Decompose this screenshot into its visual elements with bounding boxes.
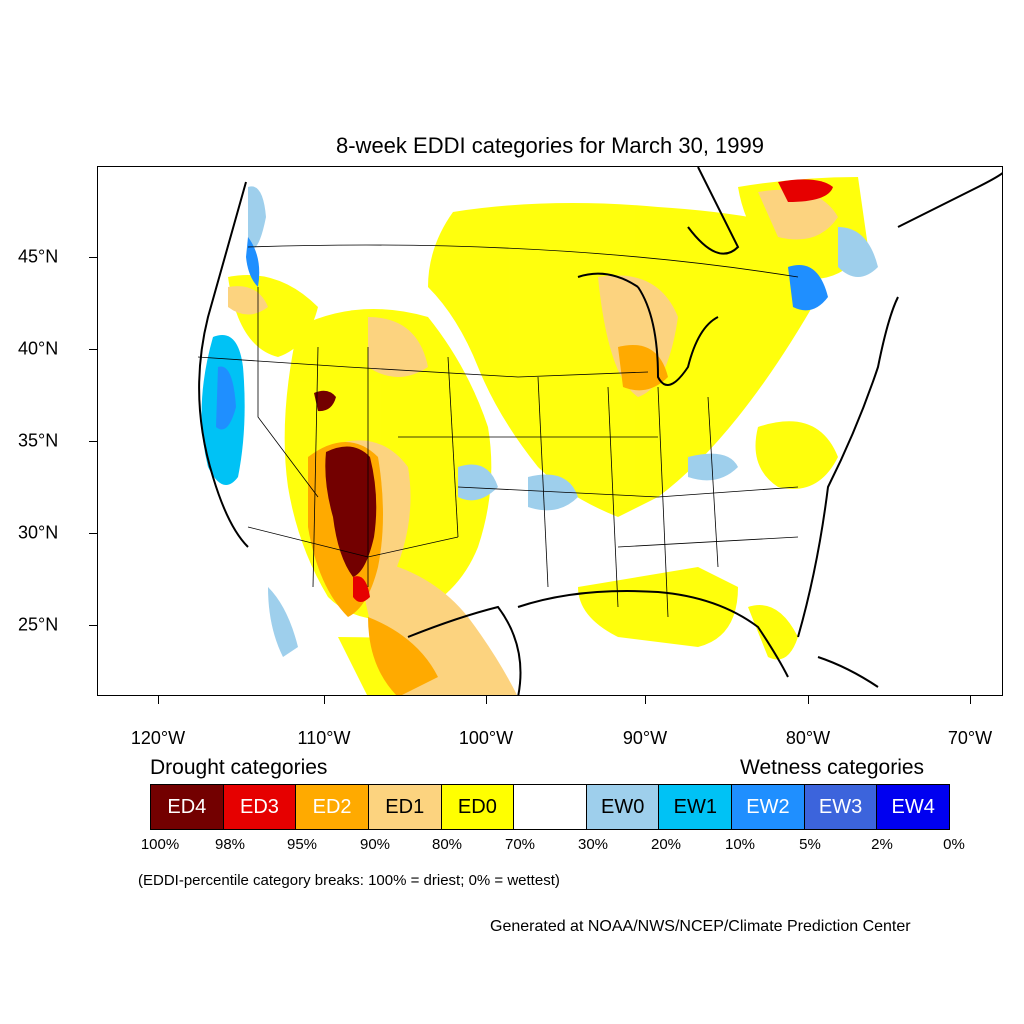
lat-label: 35°N	[18, 430, 59, 451]
legend-swatch-ew3: EW3	[804, 785, 878, 829]
legend-label: EW3	[818, 795, 863, 818]
lon-tick	[486, 696, 487, 704]
lat-label: 30°N	[18, 522, 59, 543]
lon-label: 100°W	[458, 728, 514, 748]
lon-label: 110°W	[297, 728, 351, 748]
break-label: 20%	[650, 836, 682, 853]
legend-label: ED1	[385, 795, 425, 818]
lon-label: 70°W	[947, 728, 993, 748]
break-label: 5%	[799, 836, 821, 853]
legend-bar: ED4 ED3 ED2 ED1 ED0 EW0 EW1 EW2 EW3 EW4	[150, 784, 950, 830]
break-label: 70%	[504, 836, 536, 853]
credit-text: Generated at NOAA/NWS/NCEP/Climate Predi…	[490, 918, 911, 935]
legend-swatch-neutral	[514, 785, 587, 829]
lon-tick	[158, 696, 159, 704]
lon-tick	[970, 696, 971, 704]
legend-label: EW0	[600, 795, 645, 818]
lon-label: 80°W	[785, 728, 831, 748]
break-label: 10%	[724, 836, 756, 853]
break-label: 0%	[943, 836, 965, 853]
break-label: 90%	[359, 836, 391, 853]
lat-tick	[89, 349, 97, 350]
legend-label: EW1	[673, 795, 717, 818]
coastlines	[198, 167, 1002, 695]
lon-tick	[808, 696, 809, 704]
lat-tick	[89, 533, 97, 534]
legend-swatch-ed1: ED1	[368, 785, 442, 829]
eddi-map	[138, 167, 1002, 695]
legend-label: EW2	[746, 795, 790, 818]
drought-heading: Drought categories	[150, 756, 328, 779]
lon-tick	[645, 696, 646, 704]
wetness-heading: Wetness categories	[740, 756, 925, 779]
legend-swatch-ew0: EW0	[586, 785, 660, 829]
lat-label: 45°N	[18, 246, 59, 267]
lat-tick	[89, 625, 97, 626]
legend-swatch-ed0: ED0	[441, 785, 515, 829]
legend-swatch-ed4: ED4	[151, 785, 224, 829]
break-label: 100%	[140, 836, 180, 853]
legend-label: ED4	[167, 795, 207, 818]
legend-swatch-ed3: ED3	[223, 785, 297, 829]
legend-label: EW4	[891, 795, 935, 818]
legend-swatch-ed2: ED2	[296, 785, 369, 829]
lat-label: 40°N	[18, 338, 59, 359]
lon-label: 120°W	[130, 728, 186, 748]
lon-label: 90°W	[622, 728, 668, 748]
ew-regions	[201, 186, 878, 657]
legend-swatch-ew4: EW4	[877, 785, 950, 829]
legend-swatch-ew1: EW1	[659, 785, 733, 829]
lon-tick	[324, 696, 325, 704]
boundaries	[197, 244, 799, 618]
break-label: 30%	[577, 836, 609, 853]
legend-label: ED0	[457, 795, 497, 818]
break-label: 2%	[871, 836, 893, 853]
map-frame	[97, 166, 1003, 696]
break-label: 98%	[214, 836, 246, 853]
legend-label: ED2	[312, 795, 352, 818]
ed3-regions	[353, 179, 833, 602]
ed4-regions	[314, 390, 377, 577]
legend-swatch-ew2: EW2	[732, 785, 805, 829]
lat-label: 25°N	[18, 614, 59, 635]
lat-tick	[89, 257, 97, 258]
legend-label: ED3	[240, 795, 279, 818]
break-label: 80%	[431, 836, 463, 853]
map-title: 8-week EDDI categories for March 30, 199…	[336, 133, 764, 158]
lat-tick	[89, 441, 97, 442]
break-label: 95%	[286, 836, 318, 853]
category-note: (EDDI-percentile category breaks: 100% =…	[138, 872, 560, 889]
